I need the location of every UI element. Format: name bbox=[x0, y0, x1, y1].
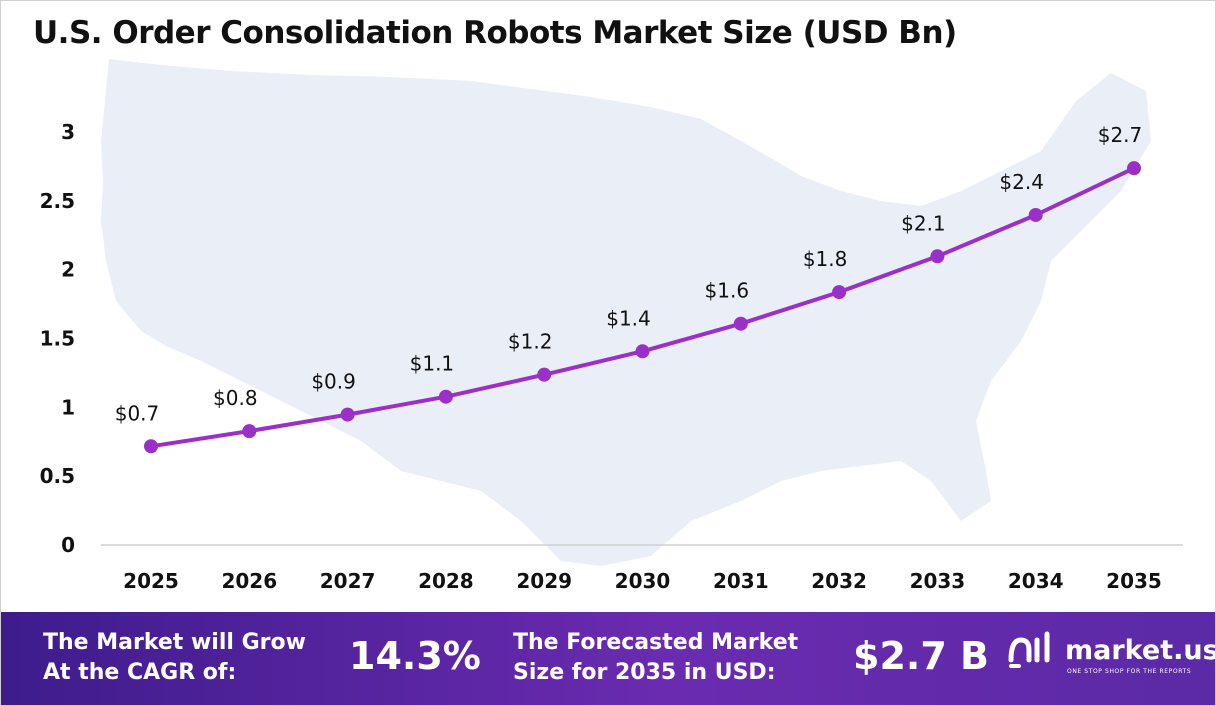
data-point-marker bbox=[537, 367, 552, 382]
data-point-marker bbox=[930, 249, 945, 264]
data-point-marker bbox=[1127, 161, 1141, 176]
data-point-marker bbox=[242, 424, 257, 439]
x-tick-label: 2030 bbox=[615, 569, 671, 593]
cagr-label: The Market will Grow At the CAGR of: bbox=[43, 628, 306, 688]
x-tick-label: 2035 bbox=[1106, 569, 1162, 593]
y-tick-label: 2.5 bbox=[40, 189, 75, 213]
summary-footer: The Market will Grow At the CAGR of: 14.… bbox=[1, 612, 1215, 705]
y-tick-label: 0.5 bbox=[40, 464, 75, 488]
data-label: $2.4 bbox=[999, 170, 1044, 194]
cagr-value: 14.3% bbox=[349, 634, 481, 678]
data-label: $1.8 bbox=[803, 247, 848, 271]
cagr-label-line1: The Market will Grow bbox=[43, 630, 306, 655]
x-tick-label: 2029 bbox=[516, 569, 572, 593]
brand-name: market.us bbox=[1065, 635, 1216, 666]
data-label: $2.7 bbox=[1098, 123, 1143, 147]
data-markers bbox=[144, 161, 1141, 454]
data-point-marker bbox=[832, 285, 847, 300]
x-tick-label: 2033 bbox=[910, 569, 966, 593]
data-point-marker bbox=[733, 316, 748, 331]
x-tick-label: 2026 bbox=[221, 569, 277, 593]
x-tick-label: 2027 bbox=[320, 569, 376, 593]
data-point-marker bbox=[144, 439, 158, 454]
cagr-label-line2: At the CAGR of: bbox=[43, 660, 237, 685]
brand-tagline: ONE STOP SHOP FOR THE REPORTS bbox=[1067, 668, 1192, 675]
x-tick-label: 2031 bbox=[713, 569, 769, 593]
chart-title: U.S. Order Consolidation Robots Market S… bbox=[33, 15, 957, 51]
data-point-marker bbox=[635, 344, 650, 359]
usa-map-background bbox=[101, 59, 1151, 566]
y-tick-label: 3 bbox=[61, 120, 75, 144]
market-us-logo-icon bbox=[1008, 631, 1050, 668]
forecast-label-line1: The Forecasted Market bbox=[513, 630, 799, 655]
y-tick-label: 1 bbox=[61, 395, 75, 419]
brand-logo: market.us ONE STOP SHOP FOR THE REPORTS bbox=[1007, 630, 1215, 675]
forecast-value: $2.7 B bbox=[853, 634, 989, 678]
data-label: $1.6 bbox=[705, 279, 750, 303]
y-axis-ticks: 0 0.5 1 1.5 2 2.5 3 bbox=[40, 120, 75, 557]
forecast-label-line2: Size for 2035 in USD: bbox=[513, 660, 776, 685]
data-label: $0.7 bbox=[115, 401, 160, 425]
x-tick-label: 2034 bbox=[1008, 569, 1064, 593]
y-tick-label: 0 bbox=[61, 533, 75, 557]
data-label: $1.1 bbox=[410, 352, 455, 376]
data-point-marker bbox=[340, 407, 355, 422]
x-axis-ticks: 2025 2026 2027 2028 2029 2030 2031 2032 2033 2034… bbox=[123, 569, 1162, 593]
data-label: $2.1 bbox=[901, 211, 946, 235]
data-label: $1.2 bbox=[508, 330, 553, 354]
x-tick-label: 2032 bbox=[811, 569, 867, 593]
y-tick-label: 1.5 bbox=[40, 327, 75, 351]
x-tick-label: 2028 bbox=[418, 569, 474, 593]
data-point-marker bbox=[1028, 207, 1043, 222]
chart-canvas: 00.511.522.53 2025 2026 2027 2028 2029 2030 20… bbox=[40, 59, 1183, 593]
x-tick-label: 2025 bbox=[123, 569, 179, 593]
data-labels: $0.7 $0.8 $0.9 $1.1 $1.2 $1.4 $1.6 $1.8 $2.1 $2.4… bbox=[115, 123, 1143, 425]
data-label: $0.8 bbox=[213, 386, 258, 410]
data-label: $1.4 bbox=[606, 306, 651, 330]
data-label: $0.9 bbox=[311, 370, 356, 394]
data-point-marker bbox=[438, 389, 453, 404]
y-tick-label: 2 bbox=[61, 258, 75, 282]
forecast-label: The Forecasted Market Size for 2035 in U… bbox=[513, 628, 798, 688]
